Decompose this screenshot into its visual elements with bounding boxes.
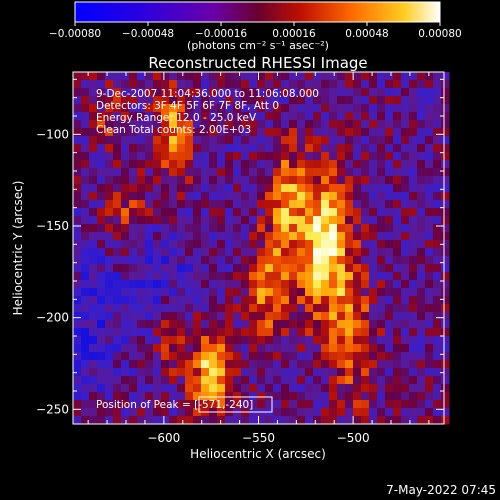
- colorbar-tick-label: −0.00016: [195, 28, 248, 40]
- annotation-energy-range: Energy Range: 12.0 - 25.0 keV: [96, 112, 257, 124]
- y-tick-label: −100: [36, 127, 69, 141]
- colorbar-tick-label: 0.00048: [345, 28, 388, 40]
- y-axis-label: Heliocentric Y (arcsec): [11, 181, 25, 316]
- y-tick-label: −200: [36, 311, 69, 325]
- plot-timestamp: 7-May-2022 07:45: [386, 483, 496, 497]
- colorbar-ticks: −0.00080 −0.00048 −0.00016 0.00016 0.00048 0.…: [49, 22, 462, 40]
- y-tick-label: −150: [36, 219, 69, 233]
- annotation-clean-counts: Clean Total counts: 2.00E+03: [96, 124, 251, 136]
- heatmap-image: [73, 72, 450, 425]
- x-tick-label: −500: [337, 431, 370, 445]
- colorbar-tick-label: 0.00080: [418, 28, 461, 40]
- peak-position-label: Position of Peak = [-571,-240]: [96, 399, 253, 411]
- annotation-detectors: Detectors: 3F 4F 5F 6F 7F 8F, Att 0: [96, 100, 279, 112]
- annotation-time-range: 9-Dec-2007 11:04:36.000 to 11:06:08.000: [96, 88, 319, 100]
- colorbar-tick-label: −0.00080: [49, 28, 101, 40]
- colorbar-unit-label: (photons cm⁻² s⁻¹ asec⁻²): [187, 39, 329, 52]
- y-tick-label: −250: [36, 402, 69, 416]
- colorbar: [74, 1, 441, 23]
- x-tick-label: −550: [242, 431, 275, 445]
- y-axis-ticks: −100 −150 −200 −250: [36, 78, 444, 416]
- x-axis-label: Heliocentric X (arcsec): [190, 447, 326, 461]
- peak-value-box: [198, 396, 273, 413]
- colorbar-tick-label: −0.00048: [122, 28, 174, 40]
- colorbar-tick-label: 0.00016: [272, 28, 316, 40]
- chart-title: Reconstructed RHESSI Image: [148, 54, 367, 72]
- x-tick-label: −600: [147, 431, 180, 445]
- x-axis-ticks: −600 −550 −500: [87, 72, 430, 445]
